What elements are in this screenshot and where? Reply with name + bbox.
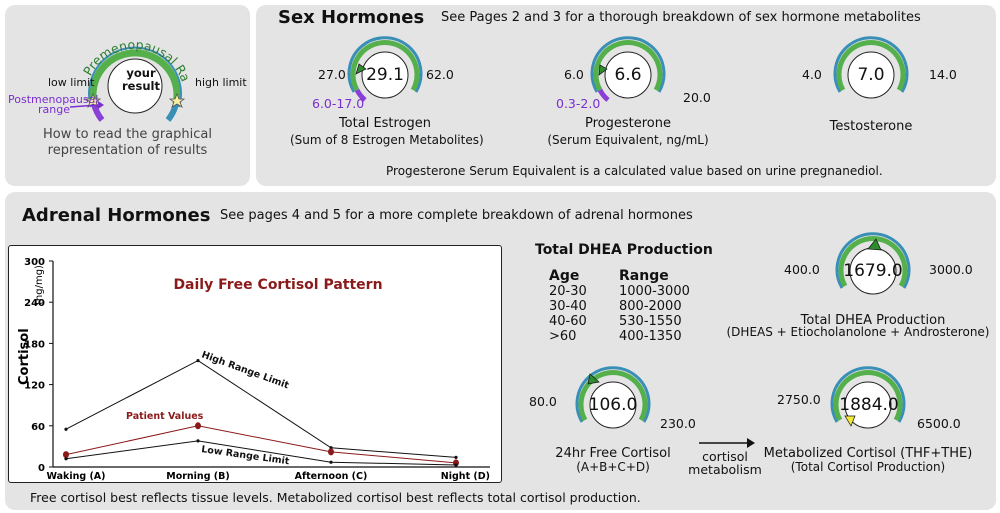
series-line — [65, 425, 457, 464]
metab-cortisol-name: Metabolized Cortisol (THF+THE) — [763, 446, 973, 461]
y-tick-label: 300 — [24, 257, 45, 268]
estrogen-name: Total Estrogen — [338, 116, 432, 131]
legend-low-limit: low limit — [48, 76, 95, 89]
sex-hormones-note: Progesterone Serum Equivalent is a calcu… — [386, 164, 883, 178]
data-point — [196, 358, 200, 363]
dhea-name: Total DHEA Production — [800, 313, 946, 328]
dhea-gauge — [835, 232, 911, 295]
data-point — [196, 439, 200, 443]
series-label-low: Low Range Limit — [201, 444, 291, 467]
progesterone-desc: (Serum Equivalent, ng/mL) — [547, 133, 709, 147]
x-tick-label: Waking (A) — [46, 471, 105, 482]
free-cortisol-low: 80.0 — [529, 394, 557, 409]
x-tick-label: Morning (B) — [166, 471, 229, 482]
adrenal-footer: Free cortisol best reflects tissue level… — [30, 490, 641, 505]
table-row: 30-40 800-2000 — [549, 299, 682, 314]
metab-cortisol-value: 1884.0 — [839, 395, 899, 415]
y-axis-unit: (ng/mg) — [34, 265, 45, 305]
metab-cortisol-desc: (Total Cortisol Production) — [790, 460, 946, 474]
free-cortisol-value: 106.0 — [588, 395, 638, 415]
legend-arrow — [69, 101, 104, 109]
high-limit-star — [168, 92, 186, 108]
legend-caption-1: How to read the graphical — [43, 127, 212, 142]
metab-cortisol-gauge — [830, 366, 906, 429]
estrogen-post: 6.0-17.0 — [312, 96, 365, 111]
cortisol-chart: 0 60 120 180 240 300 Waking (A) Morning (B) Afte… — [17, 257, 490, 482]
low-limit-star — [84, 92, 102, 108]
estrogen-low: 27.0 — [318, 67, 346, 82]
data-point — [64, 427, 68, 431]
legend-high-limit: high limit — [195, 76, 247, 89]
estrogen-high: 62.0 — [426, 67, 454, 82]
series-line — [65, 440, 457, 466]
testosterone-low: 4.0 — [802, 67, 822, 82]
progesterone-name: Progesterone — [585, 116, 671, 131]
metabolism-arrow — [699, 438, 755, 448]
data-point — [329, 460, 333, 464]
progesterone-value: 6.6 — [614, 65, 642, 85]
cortisol-chart-box — [8, 245, 502, 483]
free-cortisol-desc: (A+B+C+D) — [576, 460, 650, 474]
x-tick-label: Afternoon (C) — [295, 471, 368, 482]
age-header: Age — [549, 268, 580, 284]
metab-cortisol-high: 6500.0 — [917, 416, 961, 431]
dhea-low: 400.0 — [784, 262, 820, 277]
dhea-table-title: Total DHEA Production — [535, 242, 713, 258]
chart-title: Daily Free Cortisol Pattern — [173, 277, 382, 293]
testosterone-name: Testosterone — [829, 119, 913, 134]
y-tick-label: 0 — [38, 463, 45, 474]
table-row: 40-60 530-1550 — [549, 314, 682, 329]
dhea-age-table: Age Range 20-30 1000-3000 30-40 800-2000 4… — [549, 268, 700, 344]
range-header: Range — [619, 268, 669, 284]
testosterone-high: 14.0 — [929, 67, 957, 82]
free-cortisol-high: 230.0 — [660, 416, 696, 431]
progesterone-low: 6.0 — [564, 67, 584, 82]
data-point — [328, 448, 334, 456]
legend-postmeno-1: Postmenopausal — [8, 93, 99, 106]
adrenal-hormones-subtitle: See pages 4 and 5 for a more complete br… — [220, 208, 693, 223]
y-tick-label: 60 — [31, 422, 45, 433]
y-tick-label: 240 — [24, 298, 45, 309]
sex-hormones-subtitle: See Pages 2 and 3 for a thorough breakdo… — [441, 10, 921, 25]
table-row: 20-30 1000-3000 — [549, 284, 690, 299]
metabolism-label-2: metabolism — [688, 462, 762, 477]
y-tick-label: 180 — [24, 339, 45, 350]
adrenal-hormones-title: Adrenal Hormones — [22, 205, 211, 226]
your-result-text: your result — [122, 66, 160, 93]
data-point — [454, 455, 458, 459]
progesterone-post: 0.3-2.0 — [556, 96, 601, 111]
legend-caption-2: representation of results — [47, 143, 208, 158]
dhea-desc: (DHEAS + Etiocholanolone + Androsterone) — [726, 325, 990, 339]
data-point — [64, 457, 68, 461]
estrogen-desc: (Sum of 8 Estrogen Metabolites) — [290, 133, 484, 147]
data-point — [63, 451, 69, 459]
progesterone-gauge — [590, 36, 666, 102]
legend-gauge: Premenopausal Range — [60, 20, 193, 122]
testosterone-gauge — [833, 36, 909, 99]
estrogen-value: 29.1 — [366, 65, 404, 85]
legend-postmeno-2: range — [38, 103, 70, 116]
testosterone-value: 7.0 — [857, 65, 885, 85]
data-point — [195, 422, 201, 430]
dhea-value: 1679.0 — [843, 261, 903, 281]
data-point — [454, 463, 458, 467]
y-axis-label: Cortisol — [17, 328, 32, 385]
table-row: >60 400-1350 — [549, 329, 682, 344]
free-cortisol-gauge — [575, 366, 651, 429]
series-label-patient: Patient Values — [126, 411, 204, 422]
metabolism-label-1: cortisol — [702, 449, 748, 464]
sex-hormones-title: Sex Hormones — [278, 7, 425, 28]
free-cortisol-name: 24hr Free Cortisol — [555, 446, 671, 461]
series-line — [65, 359, 457, 458]
progesterone-high: 20.0 — [683, 90, 711, 105]
estrogen-gauge — [347, 36, 423, 102]
metab-cortisol-low: 2750.0 — [777, 392, 821, 407]
dhea-high: 3000.0 — [929, 262, 973, 277]
y-tick-label: 120 — [24, 381, 45, 392]
x-tick-label: Night (D) — [441, 471, 490, 482]
